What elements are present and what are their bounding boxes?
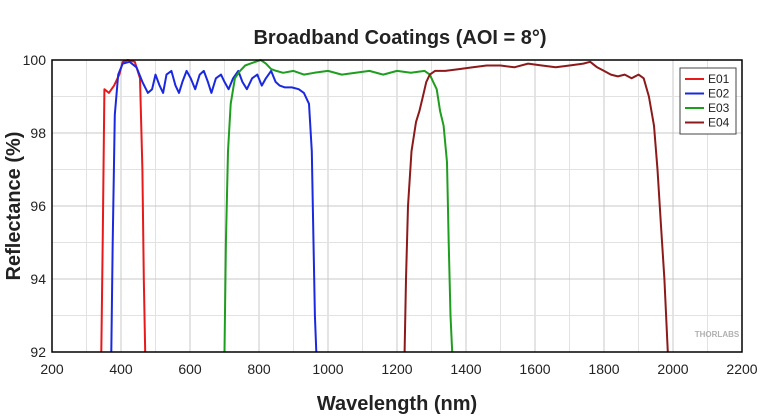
x-tick-label: 600 [178, 361, 202, 377]
x-tick-label: 200 [40, 361, 64, 377]
x-tick-label: 1800 [588, 361, 619, 377]
y-tick-label: 92 [30, 344, 46, 360]
y-tick-label: 94 [30, 271, 46, 287]
x-tick-label: 1200 [381, 361, 412, 377]
legend-label-e04: E04 [708, 116, 730, 130]
x-tick-label: 1600 [519, 361, 550, 377]
series-layer [100, 59, 669, 353]
legend-label-e01: E01 [708, 72, 730, 86]
x-tick-label: 800 [247, 361, 271, 377]
legend-label-e02: E02 [708, 87, 730, 101]
watermark: THORLABS [695, 330, 740, 339]
x-tick-label: 400 [109, 361, 133, 377]
series-line-e02 [110, 60, 318, 353]
x-tick-label: 1400 [450, 361, 481, 377]
y-tick-label: 100 [23, 52, 47, 68]
y-axis-label: Reflectance (%) [3, 132, 25, 281]
chart-title: Broadband Coatings (AOI = 8°) [253, 27, 546, 49]
series-line-e01 [100, 59, 147, 353]
series-line-e04 [403, 60, 669, 353]
x-tick-label: 2000 [657, 361, 688, 377]
x-axis-label: Wavelength (nm) [317, 393, 477, 415]
plot-frame [51, 59, 743, 353]
y-tick-label: 98 [30, 125, 46, 141]
legend-label-e03: E03 [708, 101, 730, 115]
grid [51, 59, 743, 353]
tick-labels: 200 400 600 800 1000 1200 1400 1600 1800 2000 2200… [23, 52, 758, 377]
x-tick-label: 2200 [726, 361, 757, 377]
y-tick-label: 96 [30, 198, 46, 214]
series-line-e03 [223, 59, 454, 353]
x-tick-label: 1000 [312, 361, 343, 377]
